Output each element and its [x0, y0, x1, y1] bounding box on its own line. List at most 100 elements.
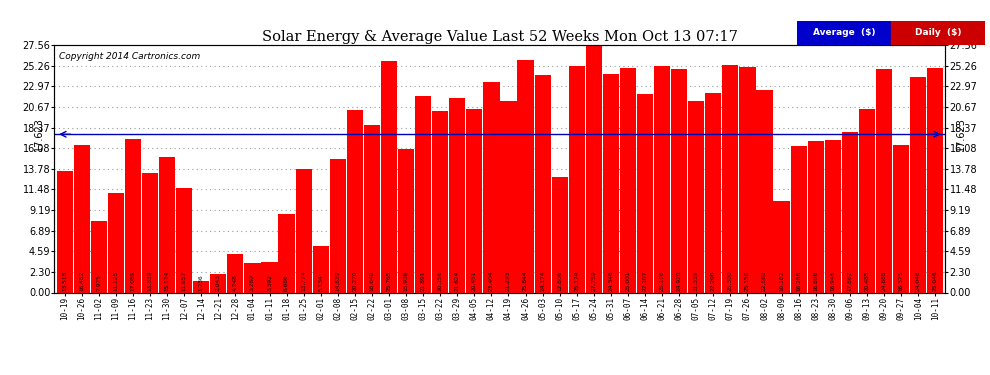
Bar — [108, 193, 124, 292]
Text: 20.485: 20.485 — [864, 270, 869, 291]
Bar — [705, 93, 722, 292]
Bar — [842, 132, 858, 292]
Text: 4.248: 4.248 — [233, 274, 238, 291]
Text: 24.346: 24.346 — [609, 271, 614, 291]
Text: 20.156: 20.156 — [438, 271, 443, 291]
Text: 25.001: 25.001 — [626, 271, 631, 291]
Bar — [278, 214, 295, 292]
Text: 5.134: 5.134 — [318, 274, 323, 291]
Bar — [125, 139, 141, 292]
Text: 12.806: 12.806 — [557, 271, 562, 291]
Text: 21.339: 21.339 — [694, 271, 699, 291]
Bar — [415, 96, 432, 292]
Bar — [73, 145, 90, 292]
Text: 16.896: 16.896 — [813, 271, 818, 291]
Bar — [568, 66, 585, 292]
Bar — [620, 68, 636, 292]
Text: 11.657: 11.657 — [182, 271, 187, 291]
Bar — [483, 82, 500, 292]
Text: 8.686: 8.686 — [284, 274, 289, 291]
Bar — [193, 281, 209, 292]
Text: 22.107: 22.107 — [643, 271, 647, 291]
Bar — [142, 173, 158, 292]
Bar — [91, 221, 107, 292]
Text: 7.925: 7.925 — [96, 274, 101, 291]
Text: 20.270: 20.270 — [352, 270, 357, 291]
Bar — [535, 75, 550, 292]
Text: 13.774: 13.774 — [301, 271, 306, 291]
Text: 25.046: 25.046 — [933, 271, 938, 291]
Text: 21.293: 21.293 — [506, 271, 511, 291]
Bar — [858, 108, 875, 292]
Text: Average  ($): Average ($) — [813, 28, 875, 38]
Bar — [654, 66, 670, 292]
Text: 18.640: 18.640 — [369, 271, 374, 291]
Title: Solar Energy & Average Value Last 52 Weeks Mon Oct 13 07:17: Solar Energy & Average Value Last 52 Wee… — [262, 30, 738, 44]
Text: 15.134: 15.134 — [164, 271, 169, 291]
Bar — [449, 98, 465, 292]
Text: 20.451: 20.451 — [472, 271, 477, 291]
Bar — [432, 111, 448, 292]
Bar — [910, 76, 927, 292]
Bar — [466, 109, 482, 292]
Bar — [176, 188, 192, 292]
Bar — [398, 149, 414, 292]
Bar — [927, 68, 943, 292]
Text: 25.844: 25.844 — [523, 270, 528, 291]
Bar — [876, 69, 892, 292]
Text: 14.839: 14.839 — [336, 271, 341, 291]
Bar — [637, 94, 653, 292]
Text: 11.125: 11.125 — [114, 271, 119, 291]
Bar — [245, 263, 260, 292]
Text: 10.182: 10.182 — [779, 271, 784, 291]
Bar — [671, 69, 687, 292]
Text: 25.174: 25.174 — [574, 271, 579, 291]
Text: 15.936: 15.936 — [404, 271, 409, 291]
Bar — [210, 274, 227, 292]
Text: 27.759: 27.759 — [591, 270, 596, 291]
Text: 17.089: 17.089 — [131, 271, 136, 291]
Text: 24.885: 24.885 — [881, 270, 886, 291]
Bar — [603, 74, 619, 292]
Bar — [159, 157, 175, 292]
Bar — [586, 43, 602, 292]
Bar — [740, 67, 755, 292]
Bar — [808, 141, 824, 292]
Text: 22.200: 22.200 — [711, 270, 716, 291]
Bar — [551, 177, 568, 292]
Text: 23.404: 23.404 — [489, 270, 494, 291]
Bar — [363, 125, 380, 292]
Bar — [891, 21, 985, 45]
Bar — [381, 61, 397, 292]
Bar — [330, 159, 346, 292]
Text: 21.891: 21.891 — [421, 271, 426, 291]
Text: 13.339: 13.339 — [148, 271, 152, 291]
Text: 22.560: 22.560 — [762, 271, 767, 291]
Text: 16.375: 16.375 — [899, 271, 904, 291]
Bar — [313, 246, 329, 292]
Text: 24.920: 24.920 — [677, 270, 682, 291]
Bar — [346, 111, 363, 292]
Bar — [773, 201, 790, 292]
Bar — [893, 146, 909, 292]
Bar — [723, 65, 739, 292]
Text: 24.174: 24.174 — [541, 271, 545, 291]
Bar — [228, 254, 244, 292]
Text: 1.236: 1.236 — [199, 274, 204, 291]
Bar — [797, 21, 891, 45]
Bar — [500, 101, 517, 292]
Text: Copyright 2014 Cartronics.com: Copyright 2014 Cartronics.com — [59, 53, 200, 62]
Text: 24.046: 24.046 — [916, 271, 921, 291]
Bar — [296, 169, 312, 292]
Text: 25.150: 25.150 — [744, 271, 750, 291]
Bar — [518, 60, 534, 292]
Text: 17.623: 17.623 — [955, 117, 966, 151]
Bar — [56, 171, 73, 292]
Bar — [825, 140, 841, 292]
Text: 17.867: 17.867 — [847, 271, 852, 291]
Text: 25.300: 25.300 — [728, 270, 733, 291]
Text: 3.392: 3.392 — [267, 274, 272, 291]
Text: 25.765: 25.765 — [386, 271, 391, 291]
Text: 17.623: 17.623 — [34, 117, 45, 151]
Bar — [791, 146, 807, 292]
